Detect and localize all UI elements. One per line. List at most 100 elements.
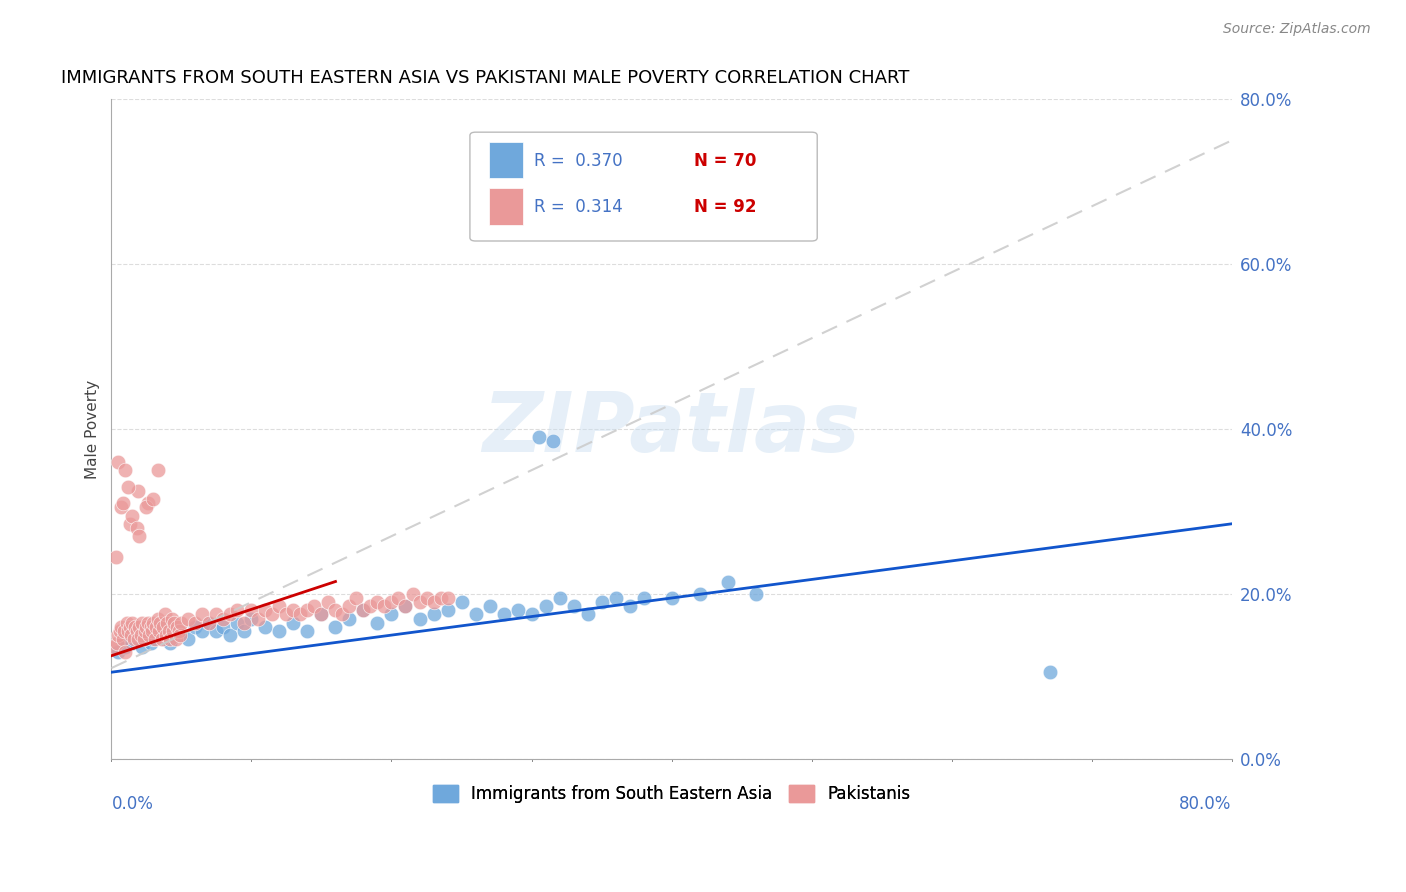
Point — [205, 607, 228, 622]
Point — [290, 607, 312, 622]
Point — [163, 615, 186, 630]
Point — [478, 599, 501, 614]
Point — [422, 595, 444, 609]
Point — [125, 624, 148, 638]
Point — [121, 615, 143, 630]
Point — [373, 599, 395, 614]
Point — [191, 607, 214, 622]
Point — [136, 615, 159, 630]
Point — [170, 628, 193, 642]
Point — [114, 640, 136, 655]
Point — [339, 599, 361, 614]
Text: 0.0%: 0.0% — [111, 795, 153, 814]
Point — [146, 612, 169, 626]
Point — [107, 628, 129, 642]
Point — [128, 620, 150, 634]
Point — [118, 516, 141, 531]
Point — [157, 624, 180, 638]
Point — [177, 612, 200, 626]
Point — [283, 603, 305, 617]
Point — [111, 496, 134, 510]
Point — [661, 591, 683, 605]
Point — [605, 591, 627, 605]
Point — [110, 620, 132, 634]
Point — [422, 607, 444, 622]
Point — [110, 500, 132, 515]
Point — [111, 632, 134, 647]
Point — [366, 595, 388, 609]
Point — [117, 628, 139, 642]
Point — [408, 612, 430, 626]
Point — [121, 636, 143, 650]
Point — [127, 483, 149, 498]
Point — [117, 624, 139, 638]
Point — [107, 455, 129, 469]
Point — [318, 595, 340, 609]
Point — [150, 632, 173, 647]
Point — [145, 624, 167, 638]
Point — [233, 615, 256, 630]
Point — [408, 595, 430, 609]
Point — [177, 632, 200, 647]
FancyBboxPatch shape — [489, 142, 523, 178]
Point — [534, 599, 557, 614]
Point — [153, 607, 176, 622]
Point — [121, 508, 143, 523]
Point — [142, 491, 165, 506]
Point — [114, 463, 136, 477]
Point — [152, 620, 174, 634]
Point — [366, 615, 388, 630]
Point — [394, 599, 416, 614]
Point — [155, 628, 177, 642]
Point — [131, 615, 153, 630]
Point — [153, 632, 176, 647]
Point — [353, 603, 375, 617]
Point — [128, 632, 150, 647]
Point — [562, 599, 585, 614]
Point — [136, 496, 159, 510]
Point — [429, 591, 451, 605]
Point — [233, 624, 256, 638]
Point — [325, 620, 347, 634]
Point — [184, 615, 207, 630]
Point — [311, 607, 333, 622]
Point — [107, 644, 129, 658]
Text: ZIPatlas: ZIPatlas — [482, 389, 860, 469]
Point — [353, 603, 375, 617]
Point — [380, 595, 402, 609]
Point — [129, 628, 152, 642]
Point — [527, 430, 550, 444]
Point — [156, 615, 179, 630]
Point — [205, 624, 228, 638]
Point — [786, 216, 808, 230]
FancyBboxPatch shape — [470, 132, 817, 241]
Point — [380, 607, 402, 622]
Point — [103, 640, 125, 655]
Point — [716, 574, 738, 589]
Point — [283, 615, 305, 630]
Point — [576, 607, 599, 622]
Point — [125, 624, 148, 638]
Legend: Immigrants from South Eastern Asia, Pakistanis: Immigrants from South Eastern Asia, Paki… — [426, 779, 917, 810]
Point — [219, 607, 242, 622]
Point — [492, 607, 515, 622]
Point — [167, 624, 190, 638]
Point — [254, 603, 277, 617]
Point — [464, 607, 486, 622]
Text: IMMIGRANTS FROM SOUTH EASTERN ASIA VS PAKISTANI MALE POVERTY CORRELATION CHART: IMMIGRANTS FROM SOUTH EASTERN ASIA VS PA… — [60, 69, 910, 87]
Point — [112, 624, 135, 638]
Point — [387, 591, 409, 605]
Point — [114, 644, 136, 658]
Point — [297, 624, 319, 638]
Point — [115, 615, 138, 630]
Point — [744, 587, 766, 601]
Point — [269, 624, 291, 638]
Point — [339, 612, 361, 626]
Point — [146, 463, 169, 477]
Point — [226, 615, 249, 630]
Point — [415, 591, 437, 605]
Point — [506, 603, 529, 617]
Point — [160, 612, 183, 626]
Point — [138, 628, 160, 642]
Point — [162, 624, 184, 638]
